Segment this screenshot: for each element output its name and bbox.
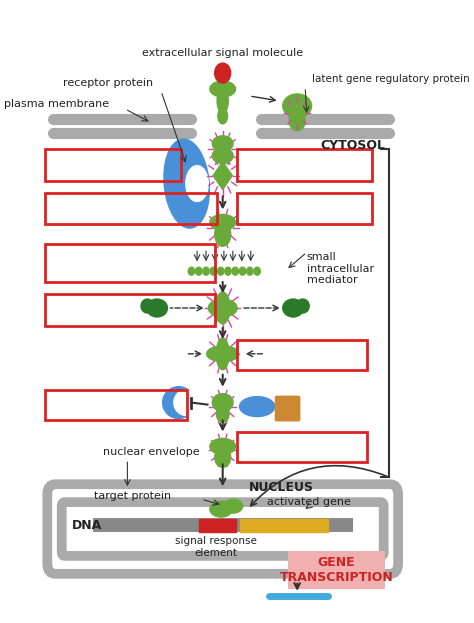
Ellipse shape <box>225 267 231 275</box>
FancyBboxPatch shape <box>275 396 301 422</box>
Bar <box>45 149 181 181</box>
Text: plasma membrane: plasma membrane <box>4 99 109 109</box>
Ellipse shape <box>212 136 233 152</box>
Ellipse shape <box>207 346 239 362</box>
Ellipse shape <box>141 299 154 313</box>
Text: signal response
element: signal response element <box>174 536 256 558</box>
Ellipse shape <box>283 299 303 317</box>
Ellipse shape <box>216 292 230 324</box>
Ellipse shape <box>218 267 224 275</box>
Text: small
intracellular
mediator: small intracellular mediator <box>307 252 374 285</box>
Ellipse shape <box>210 267 217 275</box>
Text: receptor protein: receptor protein <box>63 78 153 88</box>
Bar <box>237 340 367 369</box>
Ellipse shape <box>215 447 231 467</box>
Ellipse shape <box>215 63 231 83</box>
Ellipse shape <box>239 397 275 417</box>
Bar <box>237 149 372 181</box>
Bar <box>45 244 215 282</box>
Text: nuclear envelope: nuclear envelope <box>103 447 200 457</box>
Bar <box>45 294 215 326</box>
Text: GENE
TRANSCRIPTION: GENE TRANSCRIPTION <box>280 556 393 584</box>
Ellipse shape <box>296 299 309 313</box>
Ellipse shape <box>239 267 246 275</box>
Text: target protein: target protein <box>93 491 171 501</box>
Ellipse shape <box>283 94 311 118</box>
Text: DNA: DNA <box>72 518 102 531</box>
Ellipse shape <box>216 404 229 422</box>
Ellipse shape <box>188 267 195 275</box>
Text: activated gene: activated gene <box>267 497 351 507</box>
Bar <box>45 193 217 224</box>
Ellipse shape <box>186 166 208 201</box>
Ellipse shape <box>210 214 236 231</box>
Bar <box>237 432 367 462</box>
Ellipse shape <box>146 299 167 317</box>
Bar <box>45 389 187 419</box>
Ellipse shape <box>218 108 228 124</box>
Text: latent gene regulatory protein: latent gene regulatory protein <box>311 74 469 84</box>
Polygon shape <box>213 162 232 189</box>
Ellipse shape <box>215 222 231 246</box>
Ellipse shape <box>216 338 229 369</box>
Ellipse shape <box>254 267 260 275</box>
Text: CYTOSOL: CYTOSOL <box>320 140 385 152</box>
Ellipse shape <box>208 299 237 317</box>
Text: NUCLEUS: NUCLEUS <box>249 481 314 493</box>
Bar <box>200 519 237 532</box>
Ellipse shape <box>210 439 236 454</box>
Bar <box>239 519 328 532</box>
Ellipse shape <box>210 81 236 97</box>
Ellipse shape <box>224 499 243 513</box>
Ellipse shape <box>164 139 210 228</box>
Ellipse shape <box>203 267 209 275</box>
Text: extracellular signal molecule: extracellular signal molecule <box>142 48 303 58</box>
Ellipse shape <box>174 389 200 416</box>
Ellipse shape <box>210 501 232 517</box>
Ellipse shape <box>196 267 202 275</box>
Ellipse shape <box>212 394 233 412</box>
Bar <box>288 551 385 589</box>
Bar <box>237 193 372 224</box>
Ellipse shape <box>212 148 233 164</box>
Ellipse shape <box>232 267 238 275</box>
Ellipse shape <box>289 111 305 131</box>
Ellipse shape <box>217 89 228 113</box>
Ellipse shape <box>246 267 253 275</box>
Ellipse shape <box>163 387 195 419</box>
